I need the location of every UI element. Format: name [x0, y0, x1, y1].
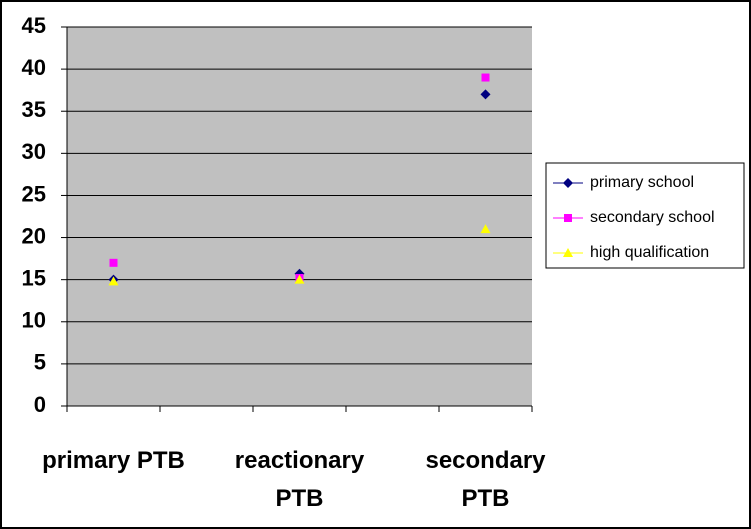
legend-label: primary school	[590, 174, 694, 191]
y-tick-label: 5	[34, 350, 46, 375]
y-tick-label: 25	[22, 181, 46, 206]
y-tick-label: 40	[22, 55, 46, 80]
legend-label: secondary school	[590, 209, 715, 226]
point	[480, 224, 491, 234]
point	[563, 248, 573, 257]
x-tick-label: secondary PTB	[425, 447, 546, 512]
point	[563, 178, 573, 188]
point	[109, 258, 118, 267]
x-tick-label: reactionary PTB	[234, 447, 365, 512]
y-tick-label: 35	[22, 97, 46, 122]
x-tick-label: primary PTB	[42, 447, 185, 474]
point	[481, 73, 490, 82]
point	[294, 274, 305, 284]
y-tick-label: 0	[34, 392, 46, 417]
point	[108, 276, 119, 286]
y-tick-label: 30	[22, 139, 46, 164]
y-tick-label: 10	[22, 308, 46, 333]
point	[480, 89, 491, 100]
plot-area	[67, 27, 532, 406]
point	[564, 214, 572, 222]
y-tick-label: 15	[22, 265, 46, 290]
y-tick-label: 20	[22, 223, 46, 248]
legend-label: high qualification	[590, 244, 709, 261]
legend-box	[545, 162, 745, 269]
y-tick-label: 45	[22, 13, 46, 38]
